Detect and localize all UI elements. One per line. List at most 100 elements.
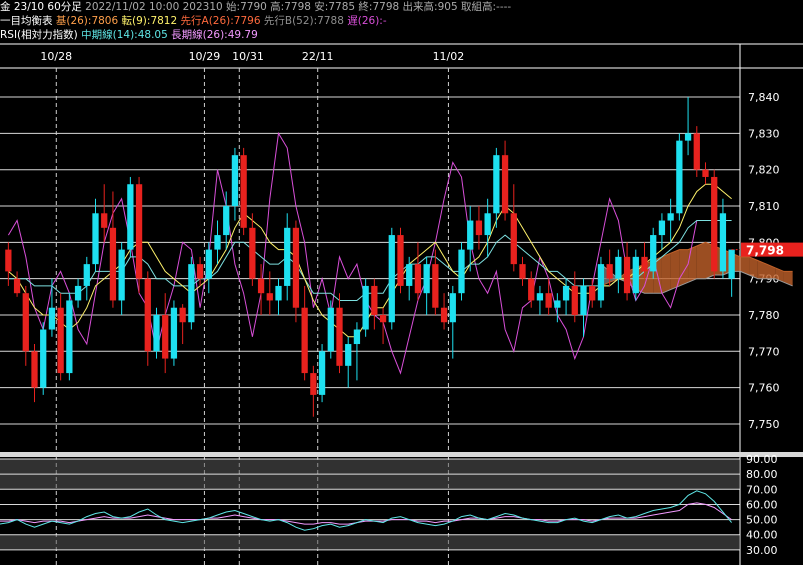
kijun-legend: 基(26):7806 [56,15,118,27]
candle-body [179,307,186,323]
spanA-value: 7796 [233,15,261,27]
low-value: 7785 [328,1,356,13]
candle-body [257,278,265,294]
candle-body [371,285,378,315]
candle-body [615,256,622,279]
candle-body [214,235,221,250]
candle-body [292,227,300,308]
chikou-value: - [382,15,387,27]
high-label: 高: [270,1,285,13]
ichimoku-cloud [775,267,784,283]
rsi-long-label: 長期線(26): [171,29,228,41]
candle-body [231,155,239,207]
candle-body [702,169,709,177]
candle-body [135,184,143,279]
candle-body [536,293,544,301]
close-label: 終: [358,1,373,13]
candle-body [144,278,151,352]
candle-body [362,285,369,330]
candle-body [83,264,90,286]
price-tick-label: 7,750 [748,418,780,431]
price-tick-label: 7,840 [748,91,780,104]
candle-body [109,227,117,301]
price-tick-label: 7,820 [748,164,780,177]
date-label: 10/29 [189,50,221,63]
candle-body [327,307,334,352]
candle-body [449,293,456,323]
volume-value: 905 [437,1,458,13]
candle-body [580,285,587,315]
price-tick-label: 7,810 [748,200,780,213]
ichimoku-cloud [749,256,758,279]
candle-body [275,285,282,301]
candle-body [249,227,256,279]
rsi-long-line [0,502,732,525]
panel-divider [0,452,803,457]
rsi-tick-label: 30.00 [746,544,778,557]
candle-body [440,307,448,323]
date-label: 11/02 [433,50,465,63]
tenkan-value: 7812 [150,15,178,27]
rsi-legend: RSI(相対力指数) 中期線(14):48.05 長期線(26):49.79 [0,28,258,42]
spanB-legend: 先行B(52):7788 [264,15,344,27]
candle-body [196,264,204,279]
rsi-tick-label: 50.00 [746,514,778,527]
rsi-tick-label: 60.00 [746,498,778,511]
ichimoku-cloud [696,242,706,279]
open-value: 7790 [240,1,267,13]
candle-body [501,155,509,214]
candle-body [240,155,247,228]
candle-body [606,264,613,279]
candle-body [336,307,343,366]
candle-body [728,249,735,279]
rsi-oversold-band [0,534,740,550]
price-tick-label: 7,770 [748,345,780,358]
rsi-mid-label: 中期線(14): [81,29,138,41]
ichimoku-cloud [766,264,776,279]
candle-body [66,300,73,374]
candle-body [693,133,700,170]
candle-body [414,264,422,294]
candle-body [711,176,718,272]
candle-body [118,249,125,301]
candle-body [188,264,195,323]
ichimoku-cloud [688,245,697,283]
kijun-label: 基(26): [55,15,92,27]
ichimoku-cloud [661,253,671,294]
candle-body [484,213,491,236]
candle-body [284,227,291,286]
candle-body [170,307,178,359]
chikou-legend: 遅(26):- [347,15,386,27]
rsi-long-legend: 長期線(26):49.79 [171,29,258,41]
price-tick-label: 7,830 [748,127,780,140]
candle-body [13,278,21,294]
chikou-label: 遅(26): [347,15,383,27]
candle-body [562,285,570,301]
volume-label: 出来高: [402,1,438,13]
last-price-label: 7,798 [746,244,784,258]
candle-body [57,307,64,374]
open-label: 始: [226,1,241,13]
rsi-mid-value: 48.05 [137,29,168,41]
ichimoku-cloud [757,260,767,279]
candle-body [310,373,317,395]
ichimoku-cloud [783,271,793,286]
ichimoku-cloud [679,249,689,286]
candle-body [475,220,483,236]
candle-body [432,264,439,308]
kijun-value: 7806 [91,15,119,27]
candle-body [223,206,230,236]
candle-body [545,293,552,308]
contract-label: 202310 [182,1,223,13]
rsi-mid-legend: 中期線(14):48.05 [81,29,168,41]
candle-body [127,184,134,250]
candle-body [40,329,47,388]
candle-body [345,344,352,366]
candle-body [650,235,657,272]
last-price-tag [741,242,803,257]
oi-value: ---- [496,1,512,13]
candle-body [554,300,561,308]
candle-body [667,213,674,221]
candle-body [22,293,29,352]
